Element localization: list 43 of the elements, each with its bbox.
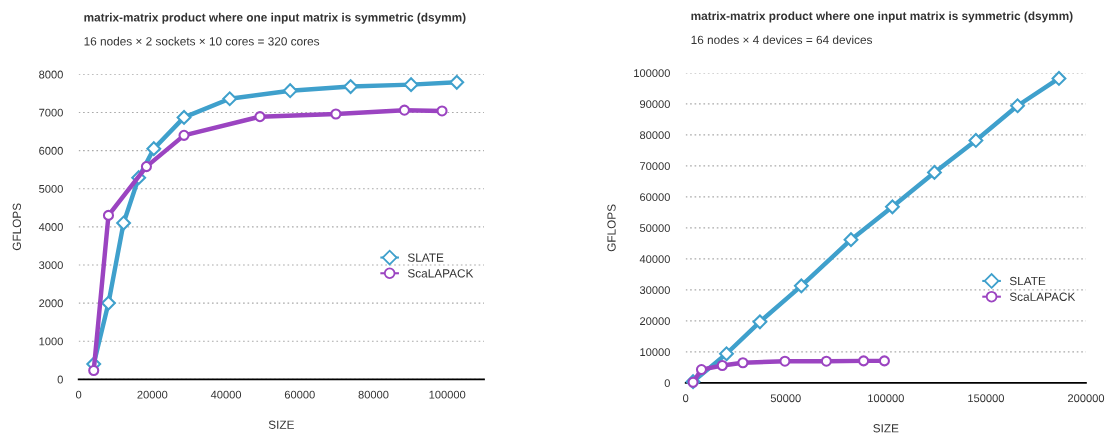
x-tick-label: 150000 xyxy=(968,394,1004,403)
legend-label: SLATE xyxy=(407,253,444,262)
y-tick-label: 0 xyxy=(57,375,63,384)
y-tick-label: 4000 xyxy=(38,223,63,231)
y-tick-label: 60000 xyxy=(640,193,670,202)
chart-title: matrix-matrix product where one input matrix is symmetric (dsymm) xyxy=(691,11,1073,23)
y-tick-label: 10000 xyxy=(640,348,670,357)
x-tick-label: 40000 xyxy=(210,390,242,399)
y-tick-label: 1000 xyxy=(39,337,63,346)
x-tick-label: 0 xyxy=(75,390,82,399)
y-tick-label: 3000 xyxy=(39,261,63,270)
y-tick-label: 50000 xyxy=(639,224,670,233)
x-tick-label: 80000 xyxy=(358,390,389,399)
y-tick-label: 90000 xyxy=(640,100,670,109)
y-axis-title: GFLOPS xyxy=(607,204,616,252)
y-tick-label: 8000 xyxy=(39,70,63,79)
legend-label: SLATE xyxy=(1009,276,1046,286)
y-tick-label: 20000 xyxy=(640,317,670,326)
y-tick-label: 40000 xyxy=(639,255,670,264)
y-axis-title: GFLOPS xyxy=(12,203,22,251)
legend-label: ScaLAPACK xyxy=(407,269,474,278)
x-tick-label: 60000 xyxy=(284,390,315,399)
y-tick-label: 7000 xyxy=(39,108,63,117)
legend-label: ScaLAPACK xyxy=(1009,292,1076,301)
y-tick-label: 5000 xyxy=(39,184,63,193)
x-tick-label: 20000 xyxy=(137,390,168,399)
x-tick-label: 200000 xyxy=(1068,394,1105,403)
x-tick-label: 50000 xyxy=(770,394,801,403)
chart-title: matrix-matrix product where one input matrix is symmetric (dsymm) xyxy=(84,12,466,24)
chart-subtitle: 16 nodes × 2 sockets × 10 cores = 320 cores xyxy=(84,36,320,46)
x-tick-label: 100000 xyxy=(429,390,466,399)
x-axis-title: SIZE xyxy=(873,424,899,433)
y-tick-label: 2000 xyxy=(39,299,63,308)
y-tick-label: 0 xyxy=(664,379,670,388)
y-tick-label: 80000 xyxy=(639,131,670,140)
y-tick-label: 30000 xyxy=(639,286,670,295)
y-tick-label: 100000 xyxy=(634,69,670,78)
chart-subtitle: 16 nodes × 4 devices = 64 devices xyxy=(691,35,873,45)
y-tick-label: 70000 xyxy=(640,162,670,171)
y-tick-label: 6000 xyxy=(39,146,63,155)
x-tick-label: 0 xyxy=(683,394,689,403)
x-axis-title: SIZE xyxy=(268,420,294,429)
x-tick-label: 100000 xyxy=(868,394,904,403)
